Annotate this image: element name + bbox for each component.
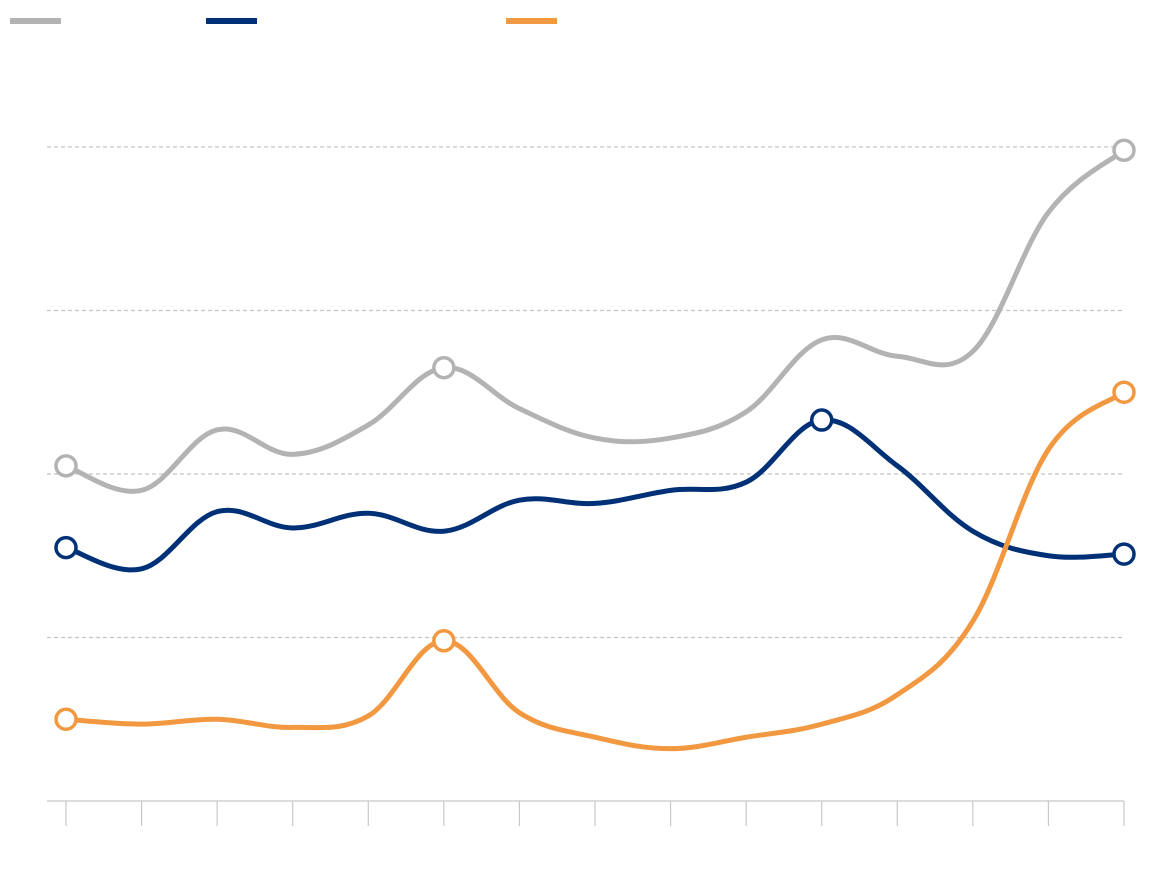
series-2-point: [54, 535, 78, 560]
series-1-point: [432, 355, 456, 380]
series-3-point: [54, 707, 78, 731]
series-1-point: [54, 454, 78, 478]
series-line-1: [63, 147, 1127, 494]
series-3-point: [432, 629, 456, 653]
series-2-point: [1112, 542, 1136, 566]
series-2-point: [809, 408, 834, 432]
gridlines: [47, 146, 1124, 639]
series-line-2: [63, 417, 1127, 573]
series-markers: [54, 138, 1136, 731]
series-3-point: [1112, 380, 1136, 404]
series-line-3: [63, 389, 1127, 752]
series-lines: [63, 147, 1127, 752]
series-1-point: [1112, 138, 1136, 163]
x-axis: [47, 800, 1125, 826]
